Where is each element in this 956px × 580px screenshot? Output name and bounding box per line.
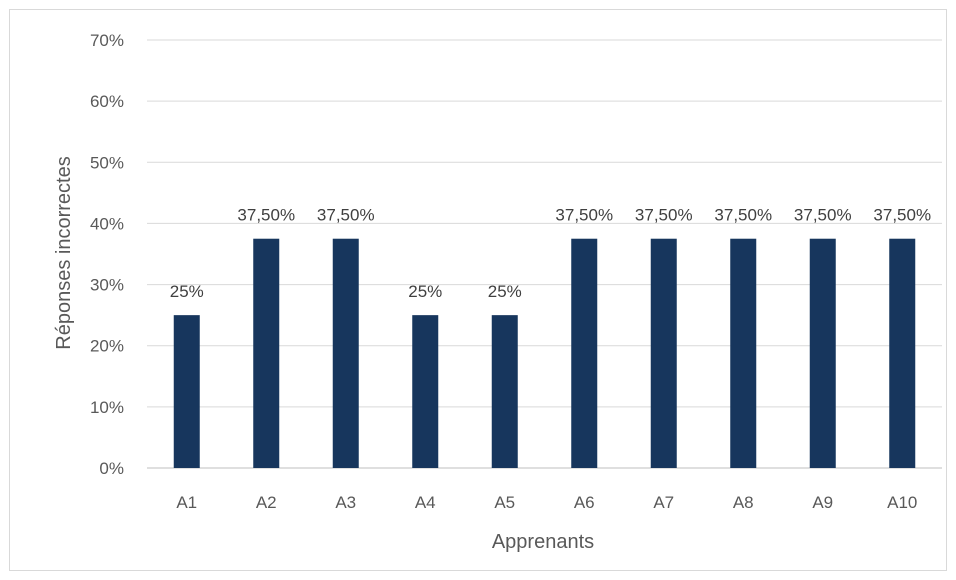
data-labels: 25% 37,50% 37,50% 25% 25% 37,50% 37,50% 37,50% 3… xyxy=(170,206,931,301)
y-tick-label: 50% xyxy=(90,153,124,172)
data-label: 25% xyxy=(408,282,442,301)
y-tick-label: 70% xyxy=(90,31,124,50)
bar xyxy=(809,238,836,468)
y-tick-label: 30% xyxy=(90,276,124,295)
data-label: 37,50% xyxy=(714,206,772,225)
y-tick-label: 10% xyxy=(90,398,124,417)
data-label: 25% xyxy=(170,282,204,301)
data-label: 37,50% xyxy=(317,206,375,225)
x-tick-label: A10 xyxy=(887,493,917,512)
bar xyxy=(889,238,916,468)
y-tick-label: 0% xyxy=(99,459,124,478)
data-label: 37,50% xyxy=(873,206,931,225)
y-tick-label: 20% xyxy=(90,337,124,356)
bar xyxy=(253,238,280,468)
data-label: 37,50% xyxy=(555,206,613,225)
data-label: 37,50% xyxy=(794,206,852,225)
bar xyxy=(412,315,439,468)
bar xyxy=(332,238,359,468)
x-tick-label: A2 xyxy=(256,493,277,512)
x-tick-label: A9 xyxy=(812,493,833,512)
data-label: 37,50% xyxy=(635,206,693,225)
x-tick-label: A3 xyxy=(335,493,356,512)
bar xyxy=(650,238,677,468)
data-label: 37,50% xyxy=(237,206,295,225)
data-label: 25% xyxy=(488,282,522,301)
y-axis-ticks: 0% 10% 20% 30% 40% 50% 60% 70% xyxy=(90,31,124,478)
x-axis-title: Apprenants xyxy=(492,531,594,553)
y-axis-title: Réponses incorrectes xyxy=(53,156,75,349)
x-tick-label: A7 xyxy=(653,493,674,512)
x-tick-label: A8 xyxy=(733,493,754,512)
bar xyxy=(571,238,598,468)
bar xyxy=(730,238,757,468)
bar xyxy=(491,315,518,468)
x-axis-ticks: A1 A2 A3 A4 A5 A6 A7 A8 A9 A10 xyxy=(176,493,917,512)
bar xyxy=(173,315,200,468)
y-tick-label: 40% xyxy=(90,214,124,233)
x-tick-label: A4 xyxy=(415,493,436,512)
x-tick-label: A1 xyxy=(176,493,197,512)
chart-frame xyxy=(9,9,947,571)
x-tick-label: A6 xyxy=(574,493,595,512)
y-tick-label: 60% xyxy=(90,92,124,111)
x-tick-label: A5 xyxy=(494,493,515,512)
grid-lines xyxy=(147,39,942,469)
bars xyxy=(173,238,916,468)
